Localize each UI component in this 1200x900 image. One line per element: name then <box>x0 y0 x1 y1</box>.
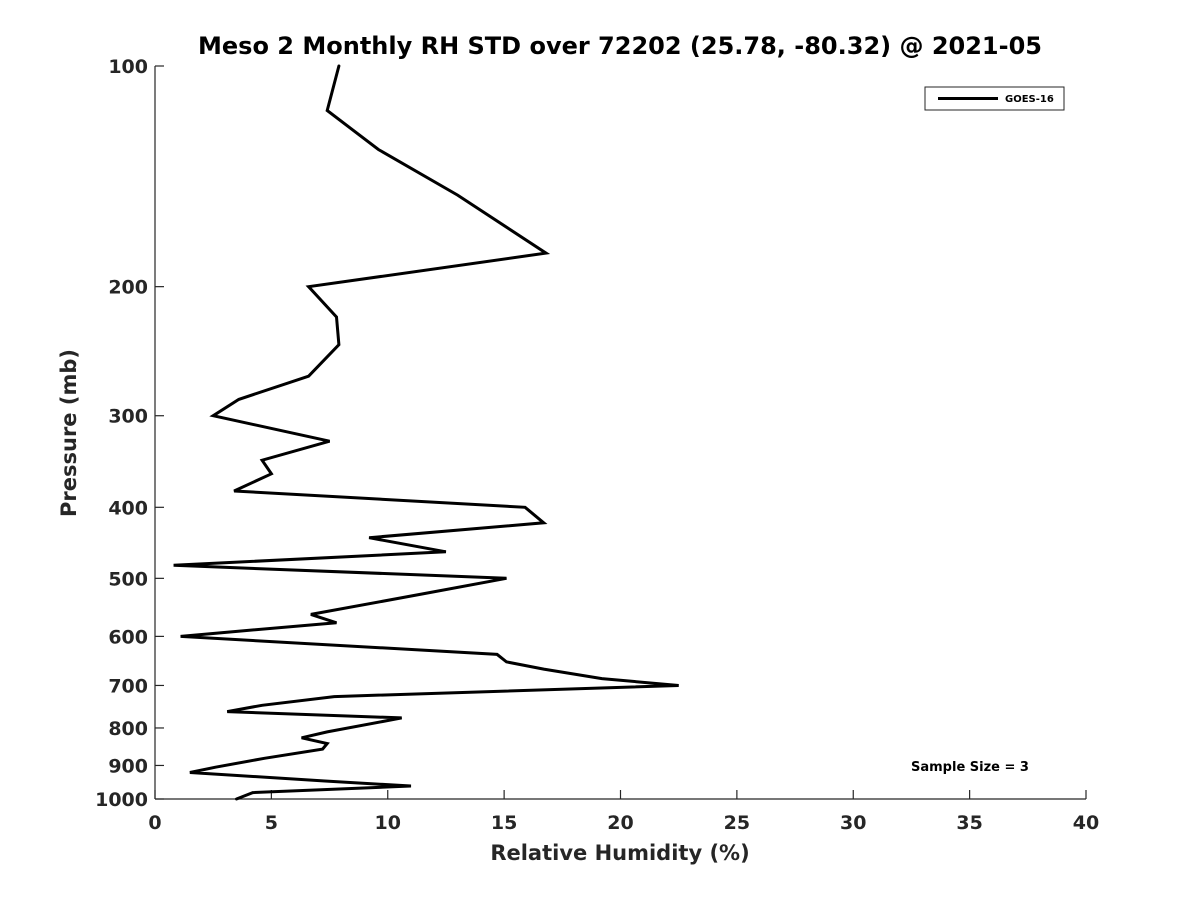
x-ticks: 0 5 10 15 20 25 30 35 40 <box>148 790 1099 834</box>
legend: GOES-16 <box>924 86 1065 111</box>
plot-area: 0 5 10 15 20 25 30 35 40 100 200 300 400 500 600 700 80… <box>95 56 1099 834</box>
x-tick-label: 5 <box>265 812 278 834</box>
y-tick-label: 200 <box>108 277 148 299</box>
y-tick-label: 500 <box>108 568 148 590</box>
y-axis-label: Pressure (mb) <box>57 349 81 517</box>
y-tick-label: 1000 <box>95 789 148 811</box>
x-tick-label: 40 <box>1073 812 1099 834</box>
x-tick-label: 25 <box>724 812 750 834</box>
x-tick-label: 35 <box>956 812 982 834</box>
legend-label: GOES-16 <box>1005 94 1054 105</box>
series-group <box>173 64 679 801</box>
x-tick-label: 0 <box>148 812 161 834</box>
sample-size-annotation: Sample Size = 3 <box>911 760 1029 775</box>
chart-title: Meso 2 Monthly RH STD over 72202 (25.78,… <box>198 32 1042 60</box>
y-tick-label: 600 <box>108 626 148 648</box>
y-tick-label: 400 <box>108 497 148 519</box>
series-line-goes-16 <box>173 64 679 801</box>
y-tick-label: 900 <box>108 755 148 777</box>
y-tick-label: 800 <box>108 718 148 740</box>
y-tick-label: 300 <box>108 406 148 428</box>
x-tick-label: 30 <box>840 812 866 834</box>
y-ticks: 100 200 300 400 500 600 700 800 900 1000 <box>95 56 164 811</box>
y-tick-label: 700 <box>108 675 148 697</box>
x-tick-label: 15 <box>491 812 517 834</box>
x-tick-label: 10 <box>375 812 401 834</box>
x-axis-label: Relative Humidity (%) <box>490 841 749 865</box>
x-tick-label: 20 <box>607 812 633 834</box>
y-tick-label: 100 <box>108 56 148 78</box>
